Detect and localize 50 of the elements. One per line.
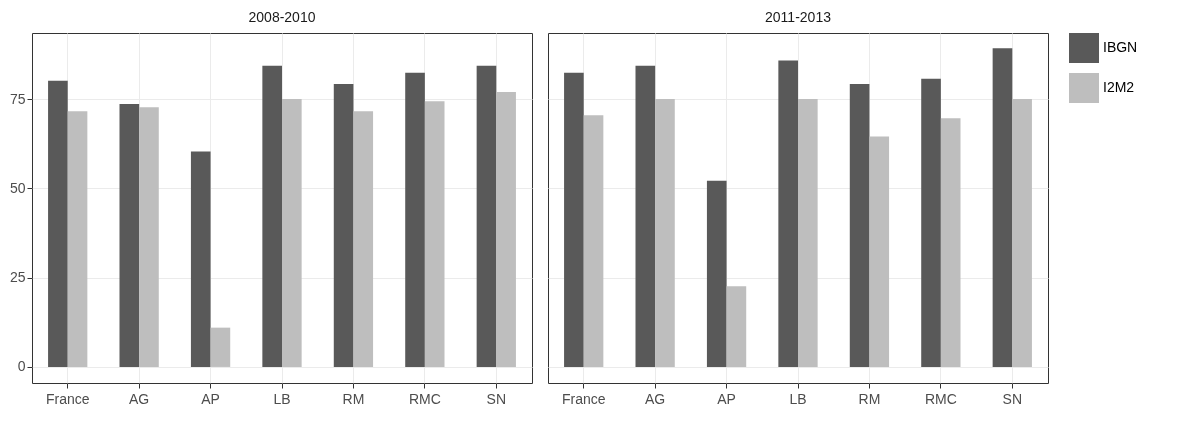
bar (476, 65, 497, 367)
x-tick-label: LB (789, 390, 807, 407)
bar (282, 99, 302, 367)
bar (564, 72, 584, 367)
x-tick-label: France (561, 390, 606, 407)
bar (655, 99, 675, 367)
bar (992, 48, 1013, 367)
x-tick-label: France (45, 390, 90, 407)
x-tick-label: RMC (408, 390, 441, 407)
bar (262, 65, 282, 367)
y-tick-label: 25 (9, 269, 26, 286)
bar (940, 118, 961, 367)
bar (849, 84, 870, 367)
bar (67, 111, 88, 367)
bar (726, 286, 747, 367)
bar (333, 84, 354, 367)
x-tick-label: AP (201, 390, 220, 407)
legend-label: I2M2 (1103, 79, 1135, 95)
y-tick-label: 50 (9, 179, 26, 196)
x-tick-label: LB (273, 390, 291, 407)
bar (48, 80, 68, 367)
bar (190, 151, 211, 367)
chart-title: 2008-2010 (248, 9, 316, 25)
x-tick-label: RM (858, 390, 881, 407)
y-tick-label: 0 (17, 358, 26, 375)
bar (496, 91, 516, 367)
x-tick-label: AG (645, 390, 666, 407)
bar (424, 101, 445, 367)
bar (635, 65, 656, 367)
legend-label: IBGN (1103, 39, 1138, 55)
chart-title: 2011-2013 (765, 9, 832, 25)
bar (139, 107, 159, 367)
bar (583, 115, 604, 367)
bar (353, 111, 374, 367)
bar (1012, 99, 1032, 367)
x-tick-label: AP (717, 390, 736, 407)
y-tick-label: 75 (9, 90, 26, 107)
bar (798, 99, 818, 367)
x-tick-label: RMC (924, 390, 957, 407)
x-tick-label: RM (342, 390, 365, 407)
x-tick-label: SN (1002, 390, 1023, 407)
bar (778, 60, 798, 367)
x-tick-label: SN (486, 390, 507, 407)
bar (706, 180, 727, 367)
bar (119, 104, 140, 367)
bar (869, 136, 890, 367)
bar (405, 72, 425, 367)
bar (210, 327, 231, 367)
bar (921, 78, 941, 367)
x-tick-label: AG (129, 390, 150, 407)
